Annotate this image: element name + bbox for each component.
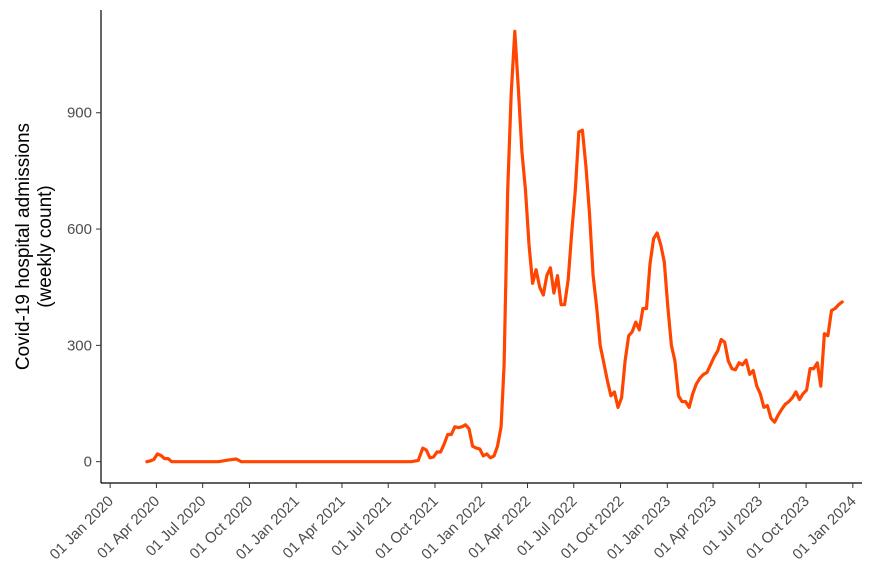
y-axis-title: Covid-19 hospital admissions(weekly coun…: [13, 123, 56, 370]
y-axis-title-line: (weekly count): [35, 185, 56, 308]
y-tick-label: 0: [84, 454, 92, 471]
y-tick-label: 600: [67, 221, 92, 238]
axes-layer: [96, 10, 862, 488]
series-layer: [145, 29, 844, 464]
y-tick-label: 900: [67, 105, 92, 122]
series-line: [145, 29, 844, 464]
y-tick-label: 300: [67, 337, 92, 354]
y-axis-title-line: Covid-19 hospital admissions: [13, 123, 34, 370]
